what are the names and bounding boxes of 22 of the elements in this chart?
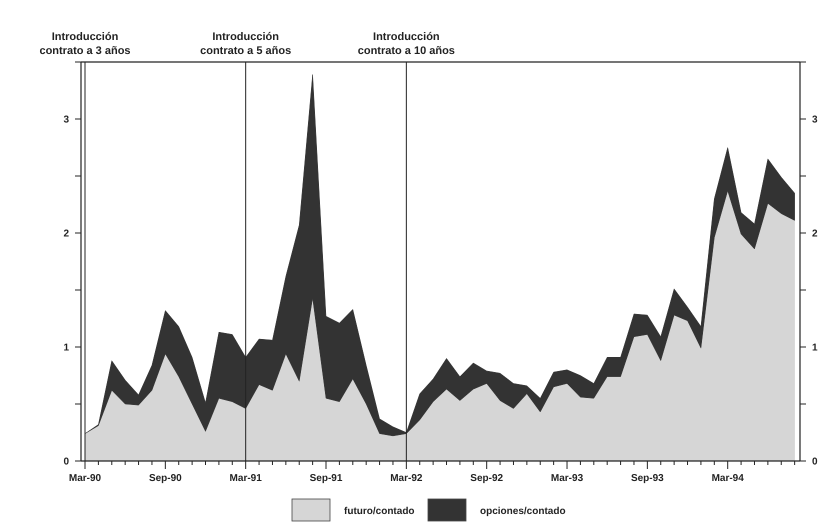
x-tick-label: Sep-93 [630, 473, 664, 484]
legend-label: opciones/contado [480, 506, 566, 517]
y-tick-label: 3 [63, 114, 70, 126]
x-tick-label: Mar-90 [68, 473, 102, 484]
x-tick-label: Sep-92 [470, 473, 504, 484]
y2-tick-label: 3 [812, 114, 818, 126]
x-tick-label: Sep-91 [310, 473, 343, 484]
y-tick-label: 1 [63, 342, 70, 354]
x-tick-label: Mar-94 [712, 473, 744, 484]
legend-label: futuro/contado [344, 506, 415, 517]
x-tick-label: Mar-92 [390, 473, 423, 484]
ref-line-label: Introducción contrato a 3 años [39, 31, 131, 57]
y2-tick-label: 1 [812, 342, 818, 354]
x-tick-label: Sep-90 [148, 473, 182, 484]
x-tick-label: Mar-93 [550, 473, 584, 484]
y2-tick-label: 0 [812, 456, 818, 468]
y-tick-label: 2 [63, 228, 70, 240]
x-tick-label: Mar-91 [230, 473, 262, 484]
ref-line-label: Introducción contrato a 10 años [358, 31, 455, 57]
y-tick-label: 0 [63, 456, 70, 468]
ref-line-label: Introducción contrato a 5 años [200, 31, 292, 57]
y2-tick-label: 2 [812, 228, 818, 240]
